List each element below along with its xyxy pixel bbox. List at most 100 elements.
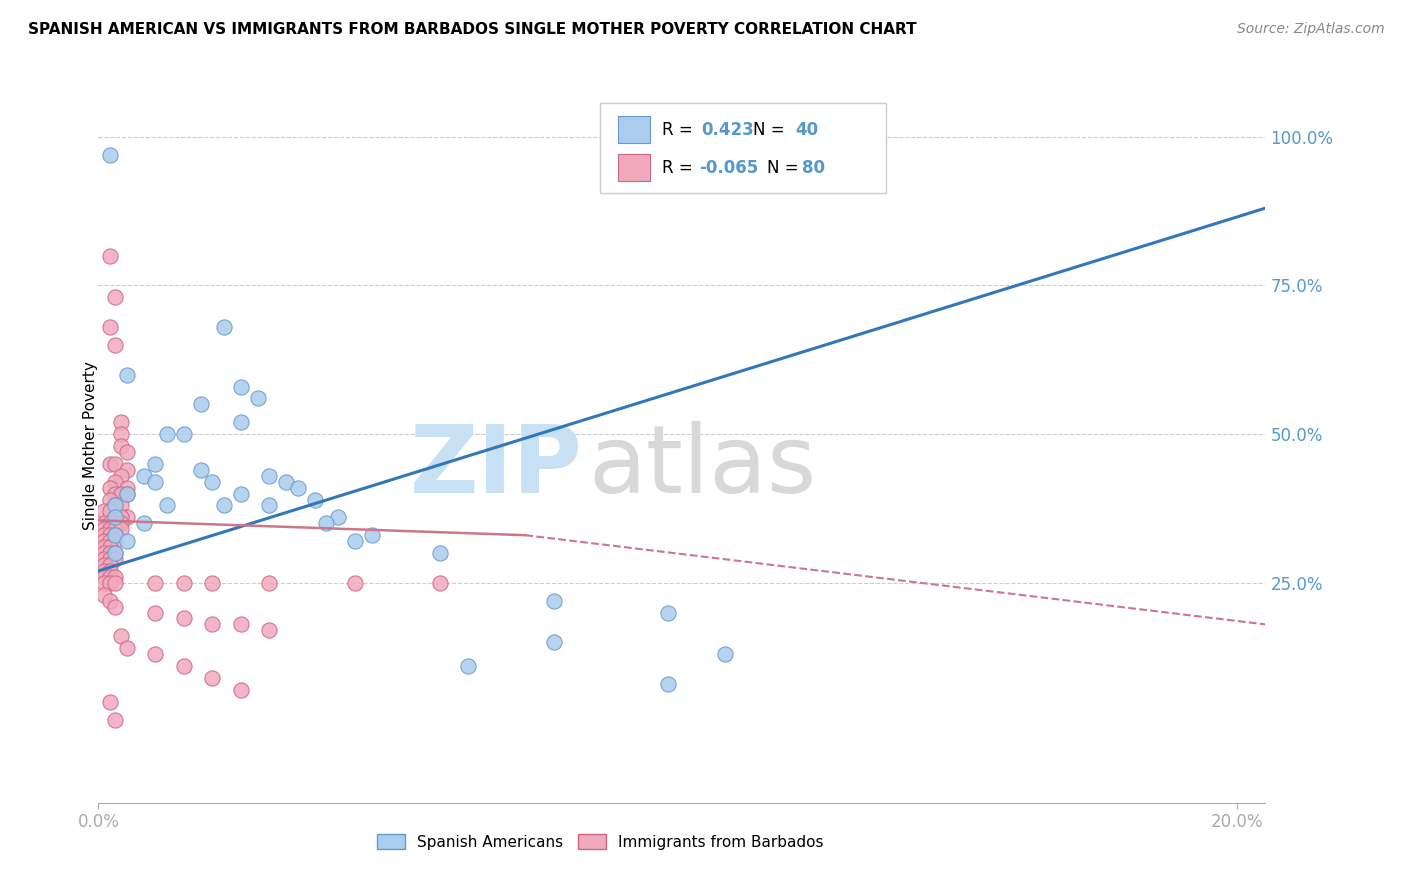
Point <box>93 570 115 584</box>
Text: -0.065: -0.065 <box>699 159 759 177</box>
Point <box>98 695 121 709</box>
Point <box>257 575 280 590</box>
Point <box>93 546 115 560</box>
Point <box>115 510 138 524</box>
Point <box>93 522 115 536</box>
Point <box>98 593 121 607</box>
Point <box>229 617 252 632</box>
Point <box>98 552 121 566</box>
Point <box>201 475 224 489</box>
Text: R =: R = <box>662 121 697 139</box>
Point <box>173 575 195 590</box>
Point <box>229 379 252 393</box>
Point <box>115 486 138 500</box>
Point <box>132 516 155 531</box>
Point <box>257 468 280 483</box>
Point <box>98 564 121 578</box>
Point <box>173 427 195 442</box>
Point <box>156 499 179 513</box>
Point <box>429 575 451 590</box>
Point <box>98 147 121 161</box>
Bar <box>617 116 651 144</box>
Point <box>104 486 127 500</box>
Point <box>104 510 127 524</box>
Point <box>104 499 127 513</box>
Point <box>143 647 166 661</box>
Point <box>93 504 115 518</box>
Point <box>229 415 252 429</box>
Point <box>98 481 121 495</box>
Point <box>287 481 309 495</box>
Text: R =: R = <box>662 159 697 177</box>
Point <box>190 463 212 477</box>
Point <box>115 486 138 500</box>
Point <box>98 492 121 507</box>
Point <box>173 659 195 673</box>
Text: 80: 80 <box>801 159 825 177</box>
Bar <box>617 154 651 181</box>
Point <box>543 635 565 649</box>
Point <box>104 499 127 513</box>
Point <box>104 290 127 304</box>
Point <box>104 552 127 566</box>
Point <box>190 397 212 411</box>
Point <box>104 475 127 489</box>
Point <box>201 575 224 590</box>
Point <box>115 463 138 477</box>
Point <box>304 492 326 507</box>
Point <box>315 516 337 531</box>
Text: ZIP: ZIP <box>409 421 582 514</box>
Point <box>115 481 138 495</box>
Point <box>429 546 451 560</box>
Point <box>143 606 166 620</box>
Point <box>110 522 132 536</box>
Point <box>229 682 252 697</box>
Point <box>229 486 252 500</box>
Text: atlas: atlas <box>589 421 817 514</box>
Text: N =: N = <box>768 159 804 177</box>
Point <box>360 528 382 542</box>
Point <box>257 624 280 638</box>
Point <box>110 415 132 429</box>
Point <box>246 392 269 406</box>
Point <box>110 468 132 483</box>
Point <box>115 445 138 459</box>
Text: 40: 40 <box>796 121 818 139</box>
Point <box>98 249 121 263</box>
Point <box>156 427 179 442</box>
Point <box>98 528 121 542</box>
Point <box>276 475 298 489</box>
Point <box>98 516 121 531</box>
Point <box>104 528 127 542</box>
Point <box>104 575 127 590</box>
Point <box>98 546 121 560</box>
Point <box>110 427 132 442</box>
Point <box>543 593 565 607</box>
Point <box>98 534 121 549</box>
Point <box>457 659 479 673</box>
Point <box>110 629 132 643</box>
Point <box>93 558 115 572</box>
Point <box>657 677 679 691</box>
Point <box>98 570 121 584</box>
Point <box>104 570 127 584</box>
FancyBboxPatch shape <box>600 103 886 193</box>
Point <box>98 504 121 518</box>
Point <box>343 575 366 590</box>
Point <box>104 713 127 727</box>
Point <box>110 499 132 513</box>
Point <box>98 558 121 572</box>
Point <box>98 522 121 536</box>
Point <box>104 528 127 542</box>
Point <box>201 671 224 685</box>
Point <box>104 599 127 614</box>
Point <box>110 516 132 531</box>
Point <box>93 575 115 590</box>
Point <box>104 546 127 560</box>
Point <box>98 575 121 590</box>
Point <box>93 516 115 531</box>
Text: 0.423: 0.423 <box>702 121 755 139</box>
Point <box>98 457 121 471</box>
Point <box>326 510 349 524</box>
Point <box>343 534 366 549</box>
